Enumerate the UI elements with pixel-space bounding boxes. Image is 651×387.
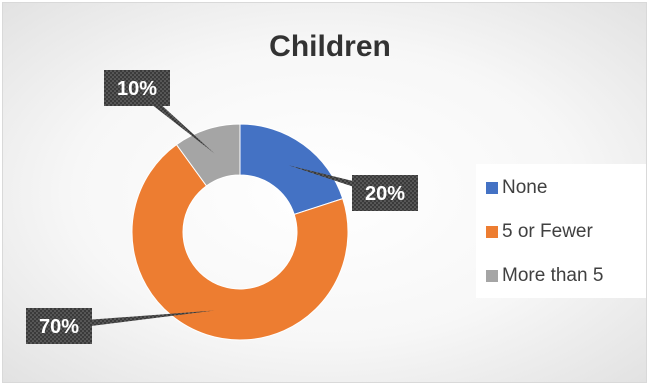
legend-swatch-5-or-fewer bbox=[486, 226, 498, 238]
legend-item-5-or-fewer: 5 or Fewer bbox=[486, 220, 593, 244]
legend-swatch-more-than-5 bbox=[486, 270, 498, 282]
legend-label-none: None bbox=[502, 177, 548, 198]
legend-item-more-than-5: More than 5 bbox=[486, 264, 603, 288]
legend: None 5 or Fewer More than 5 bbox=[476, 164, 646, 298]
data-label-none: 20% bbox=[365, 183, 405, 205]
slice-5-or-fewer bbox=[131, 143, 349, 341]
data-label-box-more-than-5 bbox=[104, 70, 170, 106]
data-label-5-or-fewer: 70% bbox=[39, 316, 79, 338]
data-label-box-5-or-fewer bbox=[26, 308, 92, 344]
leader-line-5-or-fewer bbox=[58, 310, 215, 330]
data-label-more-than-5: 10% bbox=[117, 78, 157, 100]
data-label-box-none bbox=[352, 175, 418, 211]
legend-label-5-or-fewer: 5 or Fewer bbox=[502, 221, 593, 242]
chart-title: Children bbox=[269, 30, 391, 63]
legend-label-more-than-5: More than 5 bbox=[502, 265, 604, 286]
legend-item-none: None bbox=[486, 176, 547, 200]
legend-swatch-none bbox=[486, 182, 498, 194]
slice-none bbox=[239, 123, 344, 216]
